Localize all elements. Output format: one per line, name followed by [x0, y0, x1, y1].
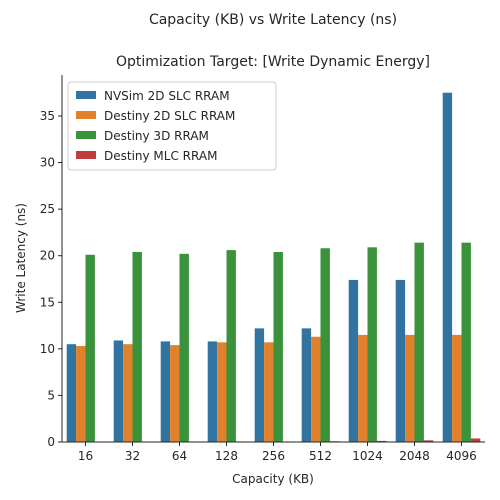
bar-destiny-2d-slc-rram-32 [123, 344, 133, 442]
bar-destiny-2d-slc-rram-256 [264, 342, 274, 442]
bar-nvsim-2d-slc-rram-1024 [348, 279, 359, 442]
x-tick-label: 64 [172, 449, 187, 463]
legend-label: Destiny 2D SLC RRAM [104, 109, 235, 123]
bar-destiny-2d-slc-rram-1024 [358, 334, 368, 442]
legend-box [67, 81, 277, 171]
legend-swatch [76, 151, 96, 159]
y-tick-label: 15 [40, 295, 55, 309]
legend-label: Destiny MLC RRAM [104, 149, 217, 163]
bar-destiny-3d-rram-256 [273, 251, 283, 442]
legend-swatch [76, 91, 96, 99]
x-tick-label: 32 [125, 449, 140, 463]
x-tick-label: 2048 [399, 449, 430, 463]
bar-destiny-2d-slc-rram-16 [76, 346, 86, 442]
y-tick-label: 10 [40, 342, 55, 356]
bar-destiny-2d-slc-rram-4096 [452, 334, 462, 442]
y-tick-label: 0 [47, 435, 55, 449]
legend-swatch [76, 111, 96, 119]
bar-destiny-2d-slc-rram-128 [217, 342, 227, 442]
x-tick-label: 512 [309, 449, 332, 463]
x-axis-label: Capacity (KB) [232, 472, 314, 486]
bar-nvsim-2d-slc-rram-2048 [395, 279, 406, 442]
y-tick-label: 35 [40, 109, 55, 123]
bar-nvsim-2d-slc-rram-512 [301, 328, 312, 442]
bar-nvsim-2d-slc-rram-4096 [442, 92, 453, 442]
bar-destiny-3d-rram-512 [320, 248, 330, 442]
bar-destiny-3d-rram-1024 [367, 247, 377, 442]
x-tick-label: 16 [78, 449, 93, 463]
bar-destiny-mlc-rram-2048 [423, 440, 434, 442]
y-tick-label: 25 [40, 202, 55, 216]
legend-swatch [76, 131, 96, 139]
bar-destiny-3d-rram-2048 [414, 242, 424, 442]
x-tick-label: 256 [262, 449, 285, 463]
legend: NVSim 2D SLC RRAM Destiny 2D SLC RRAM Dest… [67, 81, 277, 171]
bar-destiny-2d-slc-rram-2048 [405, 334, 415, 442]
y-axis-label: Write Latency (ns) [14, 203, 28, 313]
bar-destiny-3d-rram-16 [85, 254, 95, 442]
chart-title: Optimization Target: [Write Dynamic Ener… [116, 54, 430, 70]
x-tick-label: 128 [215, 449, 238, 463]
y-tick-label: 5 [47, 388, 55, 402]
bar-destiny-mlc-rram-1024 [376, 440, 387, 442]
bar-destiny-3d-rram-64 [179, 253, 189, 442]
bar-destiny-2d-slc-rram-64 [170, 345, 180, 442]
bar-destiny-2d-slc-rram-512 [311, 336, 321, 442]
y-tick-label: 20 [40, 249, 55, 263]
bar-nvsim-2d-slc-rram-16 [66, 344, 77, 442]
x-tick-label: 4096 [446, 449, 477, 463]
bar-destiny-mlc-rram-4096 [470, 438, 481, 442]
bars-layer [66, 92, 481, 442]
bar-nvsim-2d-slc-rram-32 [113, 340, 124, 442]
bar-destiny-3d-rram-32 [132, 251, 142, 442]
bar-nvsim-2d-slc-rram-256 [254, 328, 265, 442]
bar-destiny-3d-rram-4096 [461, 242, 471, 442]
legend-label: NVSim 2D SLC RRAM [104, 89, 230, 103]
axes-layer: 0 5 10 15 20 25 30 35 16 32 64 128 256 512 1024 2048 409… [40, 75, 485, 463]
bar-nvsim-2d-slc-rram-128 [207, 341, 218, 442]
legend-label: Destiny 3D RRAM [104, 129, 209, 143]
y-tick-label: 30 [40, 156, 55, 170]
bar-nvsim-2d-slc-rram-64 [160, 341, 171, 442]
bar-destiny-3d-rram-128 [226, 250, 236, 442]
chart-suptitle: Capacity (KB) vs Write Latency (ns) [149, 12, 397, 28]
x-tick-label: 1024 [352, 449, 383, 463]
